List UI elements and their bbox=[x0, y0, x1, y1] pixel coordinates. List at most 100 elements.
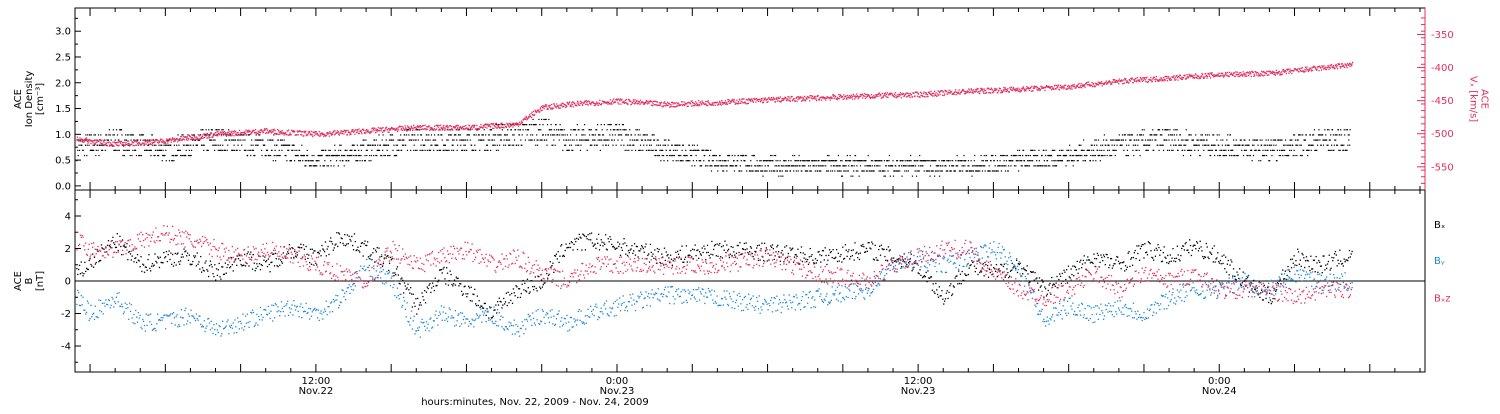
density-point bbox=[504, 139, 505, 140]
speed-point bbox=[328, 132, 329, 133]
speed-point bbox=[1086, 82, 1087, 83]
density-point bbox=[208, 129, 209, 130]
density-point bbox=[250, 150, 251, 151]
density-point bbox=[512, 134, 513, 135]
density-point bbox=[1182, 150, 1183, 151]
speed-point bbox=[846, 99, 847, 100]
density-point bbox=[1185, 139, 1186, 140]
density-point bbox=[843, 170, 844, 171]
density-point bbox=[902, 160, 903, 161]
speed-point bbox=[994, 88, 995, 89]
speed-point bbox=[479, 129, 480, 130]
speed-point bbox=[608, 101, 609, 102]
density-point bbox=[888, 165, 889, 166]
speed-point bbox=[264, 129, 265, 130]
speed-point bbox=[843, 94, 844, 95]
density-point bbox=[596, 129, 597, 130]
density-point bbox=[1072, 155, 1073, 156]
density-point bbox=[274, 145, 275, 146]
density-point bbox=[531, 124, 532, 125]
density-point bbox=[846, 160, 847, 161]
density-point bbox=[1243, 155, 1244, 156]
density-point bbox=[542, 124, 543, 125]
speed-point bbox=[573, 106, 574, 107]
density-point bbox=[889, 155, 890, 156]
density-point bbox=[275, 160, 276, 161]
density-point bbox=[1338, 129, 1339, 130]
density-point bbox=[1226, 139, 1227, 140]
density-point bbox=[1052, 165, 1053, 166]
speed-point bbox=[634, 99, 635, 100]
speed-point bbox=[826, 98, 827, 99]
speed-point bbox=[187, 140, 188, 141]
density-point bbox=[1233, 139, 1234, 140]
speed-point bbox=[681, 101, 682, 102]
density-point bbox=[856, 165, 857, 166]
speed-point bbox=[830, 99, 831, 100]
speed-point bbox=[730, 103, 731, 104]
density-point bbox=[927, 160, 928, 161]
density-point bbox=[582, 129, 583, 130]
density-point bbox=[85, 134, 86, 135]
density-point bbox=[760, 165, 761, 166]
density-point bbox=[855, 160, 856, 161]
density-point bbox=[1328, 129, 1329, 130]
density-point bbox=[1181, 145, 1182, 146]
density-point bbox=[589, 129, 590, 130]
density-point bbox=[700, 160, 701, 161]
speed-point bbox=[835, 96, 836, 97]
speed-point bbox=[1056, 85, 1057, 86]
speed-point bbox=[717, 102, 718, 103]
speed-point bbox=[762, 98, 763, 99]
speed-point bbox=[346, 130, 347, 131]
density-point bbox=[261, 155, 262, 156]
density-point bbox=[785, 170, 786, 171]
density-point bbox=[771, 155, 772, 156]
speed-point bbox=[87, 142, 88, 143]
density-point bbox=[481, 139, 482, 140]
density-point bbox=[143, 134, 144, 135]
speed-point bbox=[135, 140, 136, 141]
density-point bbox=[593, 134, 594, 135]
speed-point bbox=[467, 129, 468, 130]
speed-point bbox=[282, 130, 283, 131]
speed-point bbox=[1084, 84, 1085, 85]
speed-point bbox=[621, 99, 622, 100]
density-point bbox=[660, 160, 661, 161]
speed-point bbox=[976, 91, 977, 92]
density-point bbox=[1101, 150, 1102, 151]
speed-point bbox=[761, 98, 762, 99]
density-point bbox=[1130, 139, 1131, 140]
density-point bbox=[1224, 155, 1225, 156]
speed-point bbox=[173, 139, 174, 140]
speed-point bbox=[763, 102, 764, 103]
density-point bbox=[344, 155, 345, 156]
density-point bbox=[457, 150, 458, 151]
density-point bbox=[555, 145, 556, 146]
speed-point bbox=[663, 105, 664, 106]
speed-point bbox=[294, 131, 295, 132]
speed-point bbox=[237, 135, 238, 136]
density-point bbox=[1008, 165, 1009, 166]
top-ytick-label: 0.0 bbox=[55, 181, 71, 192]
speed-point bbox=[162, 139, 163, 140]
density-point bbox=[950, 160, 951, 161]
density-point bbox=[425, 139, 426, 140]
density-point bbox=[935, 160, 936, 161]
density-point bbox=[1032, 150, 1033, 151]
speed-point bbox=[320, 135, 321, 136]
density-point bbox=[1037, 155, 1038, 156]
density-point bbox=[938, 165, 939, 166]
density-point bbox=[804, 165, 805, 166]
density-point bbox=[715, 165, 716, 166]
density-point bbox=[502, 129, 503, 130]
density-point bbox=[380, 145, 381, 146]
density-point bbox=[299, 150, 300, 151]
density-point bbox=[655, 155, 656, 156]
density-point bbox=[983, 160, 984, 161]
density-point bbox=[642, 139, 643, 140]
speed-point bbox=[927, 94, 928, 95]
density-point bbox=[328, 150, 329, 151]
speed-point bbox=[553, 108, 554, 109]
density-point bbox=[93, 134, 94, 135]
